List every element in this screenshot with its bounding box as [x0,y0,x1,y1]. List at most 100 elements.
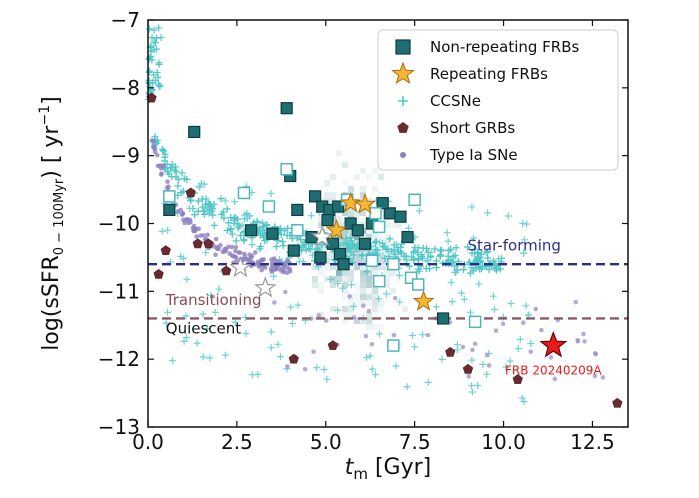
ccsne-marker [484,209,492,217]
x-label-sub: m [353,465,368,483]
y-tick-label: −9 [111,144,140,168]
heatmap-cell [354,234,360,240]
heatmap-cell [342,282,348,288]
short-grb-marker [462,363,474,374]
heatmap-cell [360,234,366,240]
ccsne-marker [320,365,328,373]
ccsne-marker [477,250,485,258]
heatmap-cell [342,294,348,300]
non-repeating-frb-marker [332,200,345,213]
heatmap-cell [348,306,354,312]
ccsne-marker [232,237,240,245]
repeating-frb-marker [325,218,348,240]
heatmap-cell [348,228,354,234]
non-repeating-frb-marker [372,220,386,234]
heatmap-cell [390,270,396,276]
type-ia-marker [229,244,235,250]
heatmap-cell [360,168,366,174]
heatmap-cell [348,270,354,276]
heatmap-cell [366,276,372,282]
ccsne-marker [242,329,250,337]
short-grb-marker [288,353,299,364]
heatmap-cell [342,228,348,234]
heatmap-cell [348,186,354,192]
heatmap-cell [366,270,372,276]
threshold-lines: Star-forming Transitioning [148,237,628,320]
heatmap-cell [342,228,348,234]
ccsne-marker [363,268,371,276]
heatmap-cell [330,174,336,180]
heatmap-cell [366,324,372,330]
ccsne-marker [183,333,191,341]
heatmap-cell [318,288,324,294]
heatmap-cell [354,216,360,222]
heatmap-cell [360,276,366,282]
heatmap-cell [330,282,336,288]
ccsne-marker [418,253,426,261]
ccsne-marker [408,253,416,261]
ccsne-marker [431,245,439,253]
type-ia-marker [205,232,210,238]
non-repeating-frb-marker [321,214,334,227]
non-repeating-frb-marker [387,257,400,271]
non-repeating-frb-marker [372,274,386,288]
type-ia-marker [500,321,506,327]
non-repeating-frb-marker [305,230,318,244]
heatmap-cell [324,228,330,234]
heatmap-cell [342,288,348,294]
short-grb-marker [612,397,623,408]
ccsne-marker [502,363,510,371]
x-tick-label: 5.0 [310,430,342,454]
non-repeating-frb-marker [287,244,300,257]
heatmap-cell [348,264,354,270]
ccsne-marker [460,266,468,274]
y-tick-label: −11 [98,279,140,303]
non-repeating-frb-marker [408,193,421,207]
x-label-main: t [345,455,355,480]
heatmap-cell [366,294,372,300]
ccsne-marker [411,244,419,252]
type-ia-marker [248,255,254,261]
axis-ticks: 0.0 2.5 5.0 7.5 10.0 12.5 −13 −12 −11 −10 −9 −8 −7 [98,8,628,454]
type-ia-marker [528,349,534,354]
heatmap-cell [336,222,342,228]
ccsne-marker [248,371,256,379]
ccsne-marker [314,244,322,252]
heatmap-cell [366,276,372,282]
legend-label: Type Ia SNe [429,146,518,164]
ccsne-marker [372,237,380,245]
heatmap-cell [366,276,372,282]
ccsne-marker [424,257,432,265]
heatmap-cell [330,264,336,270]
heatmap-cell [396,276,402,282]
type-ia-marker [520,320,526,325]
heatmap-cell [324,192,330,198]
heatmap-cell [354,204,360,210]
heatmap-cell [318,222,324,228]
ccsne-marker [520,249,528,257]
type-ia-marker [575,339,581,344]
ccsne-marker [504,212,512,220]
legend-marker [391,61,415,85]
y-label-end: ] [39,96,64,105]
heatmap-cell [324,258,330,264]
ccsne-marker [267,344,275,352]
ccsne-marker [352,244,360,252]
ccsne-marker [468,249,476,257]
heatmap-cell [318,270,324,276]
heatmap-cell [318,222,324,228]
ccsne-marker [405,224,413,232]
ccsne-marker [358,252,366,260]
type-ia-marker [484,352,490,358]
ccsne-marker [180,337,188,345]
non-repeating-frb-marker [383,207,396,220]
ccsne-marker [297,236,305,244]
ccsne-marker [261,237,269,245]
heatmap-cell [366,312,372,318]
heatmap-cell [366,318,372,324]
short-grb-marker [160,245,171,255]
ccsne-marker [172,173,180,181]
ccsne-marker [223,205,231,213]
ccsne-marker [281,227,289,235]
non-repeating-frb-marker [333,247,347,261]
